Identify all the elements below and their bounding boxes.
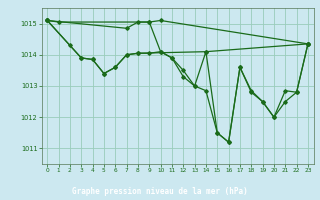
Text: Graphe pression niveau de la mer (hPa): Graphe pression niveau de la mer (hPa) (72, 186, 248, 196)
